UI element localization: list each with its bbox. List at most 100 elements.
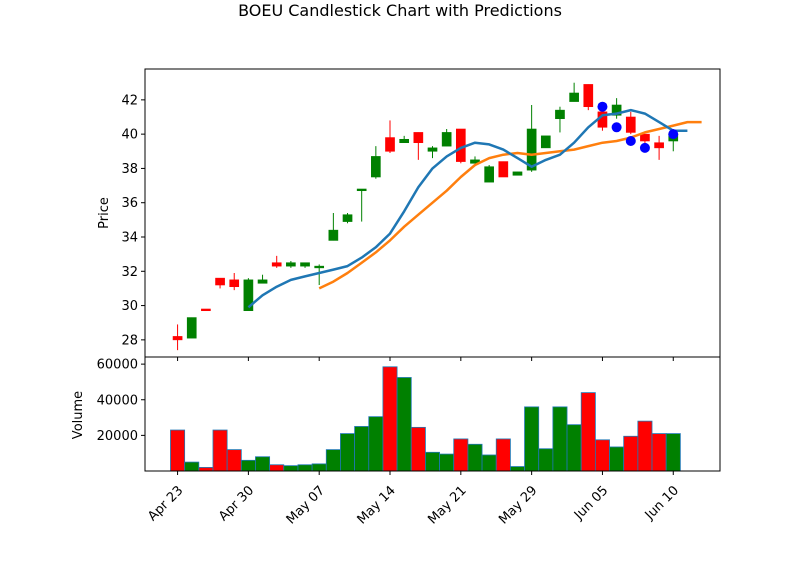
volume-axis-label: Volume [71, 391, 86, 439]
candle-body [300, 262, 310, 267]
candle-body [399, 138, 410, 144]
candle-body [611, 104, 622, 116]
price-tick-label: 32 [121, 265, 138, 280]
x-tick-label: Apr 23 [145, 483, 186, 524]
volume-bar [566, 424, 582, 472]
volume-bar [439, 453, 455, 472]
candle-body [186, 317, 197, 339]
volume-bar [198, 467, 214, 472]
candle-body [342, 214, 353, 222]
prediction-marker [639, 142, 650, 153]
candle-body [540, 135, 551, 149]
price-tick-label: 42 [121, 93, 138, 108]
candle-body [654, 142, 664, 149]
candle-body [484, 166, 494, 183]
volume-bar [354, 426, 370, 472]
volume-bar [481, 454, 497, 472]
price-axes-frame [144, 68, 721, 358]
x-tick-label: May 14 [355, 483, 399, 527]
volume-bar [637, 420, 653, 472]
prediction-marker [597, 101, 608, 112]
candle-body [498, 161, 509, 178]
volume-bar [269, 464, 285, 472]
chart-title: BOEU Candlestick Chart with Predictions [238, 1, 562, 20]
prediction-marker [668, 129, 679, 140]
volume-bar [396, 377, 412, 472]
volume-bar [255, 456, 271, 472]
x-tick-label: May 29 [496, 483, 540, 527]
candle-body [512, 171, 523, 176]
candle-body [625, 116, 636, 133]
candle-body [526, 128, 537, 171]
volume-bar [623, 435, 639, 472]
volume-bar [552, 406, 568, 472]
volume-bar [665, 433, 681, 472]
ma-short-line [247, 108, 688, 309]
candle-body [215, 277, 225, 286]
volume-tick-label: 40000 [97, 393, 138, 408]
candle-body [583, 84, 594, 108]
volume-tick-label: 60000 [97, 358, 138, 373]
x-tick-label: May 07 [284, 483, 328, 527]
volume-bar [240, 459, 256, 472]
candle-body [427, 147, 438, 152]
price-tick-label: 40 [121, 128, 138, 143]
volume-tick-label: 20000 [97, 429, 138, 444]
volume-bar [325, 449, 341, 472]
volume-bar [524, 406, 540, 472]
volume-bar [226, 449, 242, 472]
volume-bar [170, 429, 186, 472]
volume-bar [368, 416, 384, 472]
volume-bar [297, 464, 313, 472]
candle-body [229, 279, 240, 288]
prediction-marker [625, 136, 636, 146]
candle-body [385, 137, 395, 152]
candle-body [555, 109, 565, 120]
candle-body [455, 128, 466, 162]
candle-body [201, 308, 211, 312]
volume-bar [212, 429, 228, 472]
volume-bar [467, 443, 483, 472]
volume-bar [311, 463, 327, 472]
candle-body [356, 188, 367, 192]
prediction-marker [611, 122, 622, 133]
candle-body [413, 132, 424, 144]
volume-bar [538, 448, 554, 472]
x-tick-label: May 21 [425, 483, 469, 527]
candle-body [640, 133, 650, 142]
candle-body [172, 336, 183, 341]
x-tick-label: Jun 10 [642, 483, 682, 523]
volume-bar [283, 465, 299, 472]
candle-body [441, 132, 452, 147]
volume-bar [410, 426, 426, 472]
candle-body [286, 262, 296, 267]
x-tick-label: Apr 30 [216, 483, 257, 524]
price-axis-label: Price [97, 197, 112, 229]
volume-bar [453, 438, 469, 472]
volume-bar [509, 466, 525, 472]
x-tick-label: Jun 05 [571, 483, 611, 523]
candle-body [328, 229, 339, 241]
volume-bar [594, 439, 610, 472]
volume-bar [184, 461, 200, 472]
price-tick-label: 28 [121, 333, 138, 348]
volume-bar [580, 392, 596, 472]
price-tick-label: 30 [121, 299, 138, 314]
candle-body [371, 156, 381, 178]
candle-body [257, 279, 268, 284]
volume-axes-frame [144, 356, 721, 472]
volume-bar [495, 438, 511, 472]
candle-body [569, 92, 579, 102]
volume-bar [382, 366, 398, 472]
price-tick-label: 38 [121, 162, 138, 177]
volume-bar [425, 451, 440, 472]
volume-bar [609, 446, 625, 472]
volume-bar [340, 433, 356, 472]
price-tick-label: 34 [121, 231, 138, 246]
volume-bar [651, 433, 667, 472]
candle-body [314, 265, 325, 269]
candle-body [271, 262, 282, 267]
candle-body [243, 279, 254, 312]
price-tick-label: 36 [121, 196, 138, 211]
